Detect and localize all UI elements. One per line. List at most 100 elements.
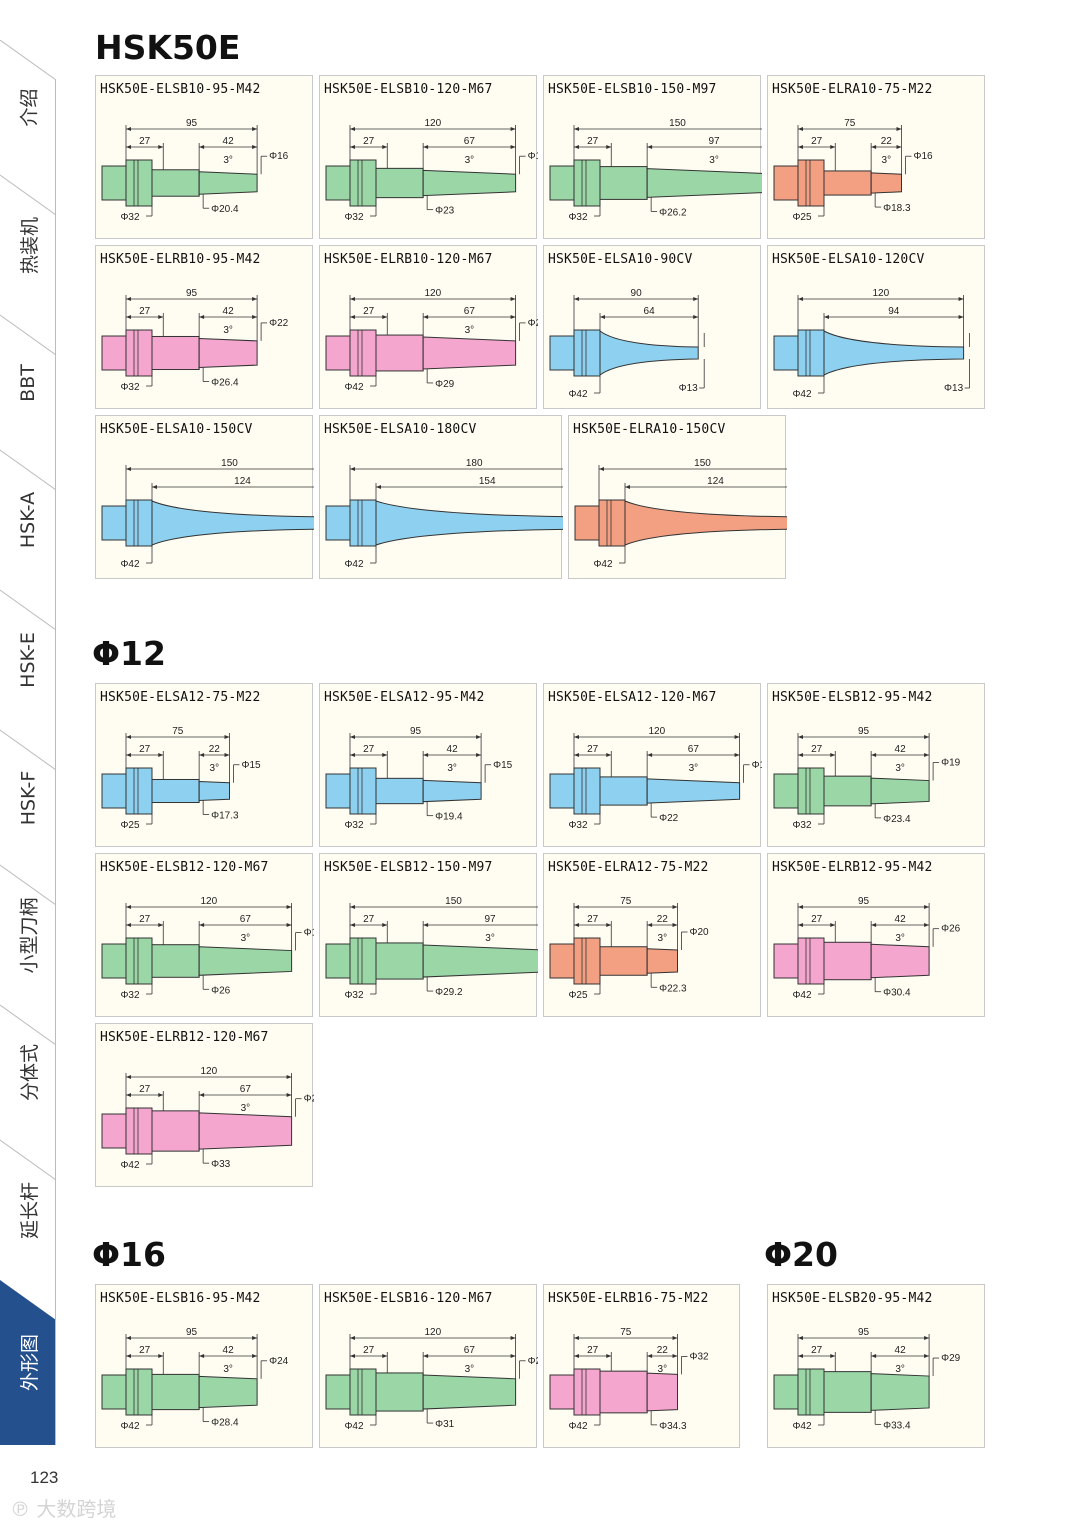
tab-hsk-a[interactable]: HSK-A [17,491,39,549]
flange-shape [125,499,153,547]
product-card-hsk50e-elra10-75-m22[interactable]: HSK50E-ELRA10-75-M22 75 27 22 3° Φ16 Φ18.3 Φ25 [767,75,985,239]
product-card-hsk50e-elrb12-95-m42[interactable]: HSK50E-ELRB12-95-M42 95 27 42 3° Φ26 Φ30.4 Φ42 [767,853,985,1017]
product-card-hsk50e-elsb12-120-m67[interactable]: HSK50E-ELSB12-120-M67 120 27 67 3° Φ19 Φ26 Φ32 [95,853,314,1017]
tab-outline-drawings[interactable]: 外形图 [18,1333,41,1392]
dim-flange-length [574,923,612,927]
product-card-hsk50e-elra10-150cv[interactable]: HSK50E-ELRA10-150CV 150 124 Φ19 Φ42 [568,415,787,579]
dim-flange-length-label: 27 [587,914,599,925]
dim-taper-angle-label: 3° [485,933,495,944]
product-card-hsk50e-elsb12-150-m97[interactable]: HSK50E-ELSB12-150-M9715027973°Φ19Φ29.2Φ3… [319,853,538,1017]
tab-hsk-f[interactable]: HSK-F [16,770,39,825]
dim-tip-diameter-label: Φ24 [528,1356,538,1367]
dim-total-length-label: 75 [620,1327,632,1338]
dim-flange-diameter-label: Φ42 [344,1421,364,1432]
dim-flange-diameter-label: Φ32 [120,212,140,223]
holder-drawing: 75 27 22 3° Φ32 Φ34.3 Φ42 [549,1327,709,1432]
product-card-hsk50e-elsb16-95-m42[interactable]: HSK50E-ELSB16-95-M42 95 27 42 3° Φ24 Φ28.4 Φ42 [95,1284,313,1448]
dim-total-length [350,467,563,471]
dim-taper-length-label: 67 [240,914,252,925]
dim-taper-length-label: 97 [709,136,721,147]
product-card-hsk50e-elrb10-95-m42[interactable]: HSK50E-ELRB10-95-M42 95 27 42 3° Φ22 Φ26.4 Φ32 [95,245,313,409]
product-card-hsk50e-elsa12-75-m22[interactable]: HSK50E-ELSA12-75-M22 75 27 22 3° Φ15 Φ17.3 Φ25 [95,683,313,847]
dim-flange-length [126,923,164,927]
flange-shape [125,1368,153,1416]
dim-total-length [574,905,678,909]
dim-taper-length [647,923,678,927]
tab-bbt[interactable]: BBT [17,363,39,402]
product-card-hsk50e-elrb12-120-m67[interactable]: HSK50E-ELRB12-120-M67 120 27 67 3° Φ26 Φ33 Φ42 [95,1023,314,1187]
dim-total-length-label: 150 [221,458,238,469]
holder-drawing: 95 27 42 3° Φ19 Φ23.4 Φ32 [773,726,961,831]
dim-flange-length [798,145,836,149]
dim-taper-length-label: 22 [209,744,221,755]
taper-shape [870,777,930,805]
dim-taper-angle-label: 3° [223,1364,233,1375]
holder-drawing: 95 27 42 3° Φ29 Φ33.4 Φ42 [773,1327,961,1432]
product-card-hsk50e-elra12-75-m22[interactable]: HSK50E-ELRA12-75-M22 75 27 22 3° Φ20 Φ22.3 Φ25 [543,853,761,1017]
neck-shape [599,946,648,976]
flange-shape [797,937,825,985]
dim-taper-length-label: 124 [234,476,251,487]
holder-drawing: 95 27 42 3° Φ22 Φ26.4 Φ32 [101,288,289,393]
tab-divider [0,1004,56,1046]
taper-shape [422,944,538,978]
dim-flange-length [574,753,612,757]
product-card-hsk50e-elsa10-150cv[interactable]: HSK50E-ELSA10-150CV 150 124 Φ13 Φ42 [95,415,314,579]
taper-shape [422,779,482,803]
product-card-hsk50e-elsb10-150-m97[interactable]: HSK50E-ELSB10-150-M9715027973°Φ16Φ26.2Φ3… [543,75,762,239]
dim-total-length-label: 120 [424,1327,441,1338]
page-number: 123 [30,1468,59,1487]
tab-divider [0,40,56,81]
tab-intro[interactable]: 介绍 [18,88,41,127]
product-model-name: HSK50E-ELSB12-150-M97 [324,860,493,875]
product-card-hsk50e-elsb12-95-m42[interactable]: HSK50E-ELSB12-95-M42 95 27 42 3° Φ19 Φ23.4 Φ32 [767,683,985,847]
dim-taper-length-label: 22 [657,1345,669,1356]
dim-total-length [126,127,258,131]
dim-taper-angle-label: 3° [658,1364,668,1375]
dim-flange-diameter-label: Φ42 [792,990,812,1001]
dim-flange-diameter-label: Φ25 [568,990,588,1001]
dim-total-length-label: 95 [186,288,198,299]
dim-total-length-label: 95 [186,1327,198,1338]
product-card-hsk50e-elsb20-95-m42[interactable]: HSK50E-ELSB20-95-M42 95 27 42 3° Φ29 Φ33.4 Φ42 [767,1284,985,1448]
dim-taper-length-label: 94 [888,306,900,317]
product-card-hsk50e-elrb10-120-m67[interactable]: HSK50E-ELRB10-120-M67 120 27 67 3° Φ22 Φ29 Φ42 [319,245,538,409]
tab-small-holders[interactable]: 小型刀柄 [18,896,41,974]
dim-taper-length [647,753,740,757]
product-card-hsk50e-elrb16-75-m22[interactable]: HSK50E-ELRB16-75-M22 75 27 22 3° Φ32 Φ34.3 Φ42 [543,1284,740,1448]
flange-shape [349,329,377,377]
product-card-hsk50e-elsb10-120-m67[interactable]: HSK50E-ELSB10-120-M67 120 27 67 3° Φ16 Φ23 Φ32 [319,75,538,239]
dim-taper-length [423,923,538,927]
tab-modular[interactable]: 分体式 [18,1043,41,1102]
product-card-hsk50e-elsb10-95-m42[interactable]: HSK50E-ELSB10-95-M42 95 27 42 3° Φ16 Φ20.4 Φ32 [95,75,313,239]
dim-taper-length-label: 42 [895,914,907,925]
dim-total-length [798,127,902,131]
shank-shape [773,335,799,371]
product-card-hsk50e-elsa10-90cv[interactable]: HSK50E-ELSA10-90CV 90 64 Φ13 Φ42 [543,245,761,409]
dim-flange-length-label: 27 [587,136,599,147]
dim-tip-diameter-label: Φ15 [493,760,513,771]
tab-extension-rod[interactable]: 延长杆 [18,1181,41,1239]
dim-flange-length-label: 27 [139,136,151,147]
flange-shape [125,329,153,377]
product-model-name: HSK50E-ELRB10-95-M42 [100,252,261,267]
tab-dividers [0,40,56,1445]
shank-shape [101,505,127,541]
product-card-hsk50e-elsa12-95-m42[interactable]: HSK50E-ELSA12-95-M42 95 27 42 3° Φ15 Φ19.4 Φ32 [319,683,537,847]
tab-shrink-fit-machine[interactable]: 热装机 [18,216,41,274]
product-card-hsk50e-elsa10-120cv[interactable]: HSK50E-ELSA10-120CV 120 94 Φ13 Φ42 [767,245,985,409]
product-card-hsk50e-elsb16-120-m67[interactable]: HSK50E-ELSB16-120-M67 120 27 67 3° Φ24 Φ31 Φ42 [319,1284,538,1448]
neck-shape [375,334,424,372]
tab-hsk-e[interactable]: HSK-E [17,632,39,688]
dim-taper-angle-label: 3° [895,933,905,944]
dim-taper-length-label: 42 [895,1345,907,1356]
dim-flange-diameter-label: Φ42 [120,559,140,570]
dim-base-diameter-label: Φ33.4 [883,1420,911,1431]
product-card-hsk50e-elsa12-120-m67[interactable]: HSK50E-ELSA12-120-M67 120 27 67 3° Φ15 Φ22 Φ32 [543,683,762,847]
dim-taper-length-label: 67 [464,1345,476,1356]
dim-base-diameter-label: Φ34.3 [659,1421,687,1432]
dim-taper-length [871,145,902,149]
shank-shape [549,165,575,201]
taper-shape [422,169,517,197]
product-card-hsk50e-elsa10-180cv[interactable]: HSK50E-ELSA10-180CV180154Φ13Φ42 [319,415,563,579]
